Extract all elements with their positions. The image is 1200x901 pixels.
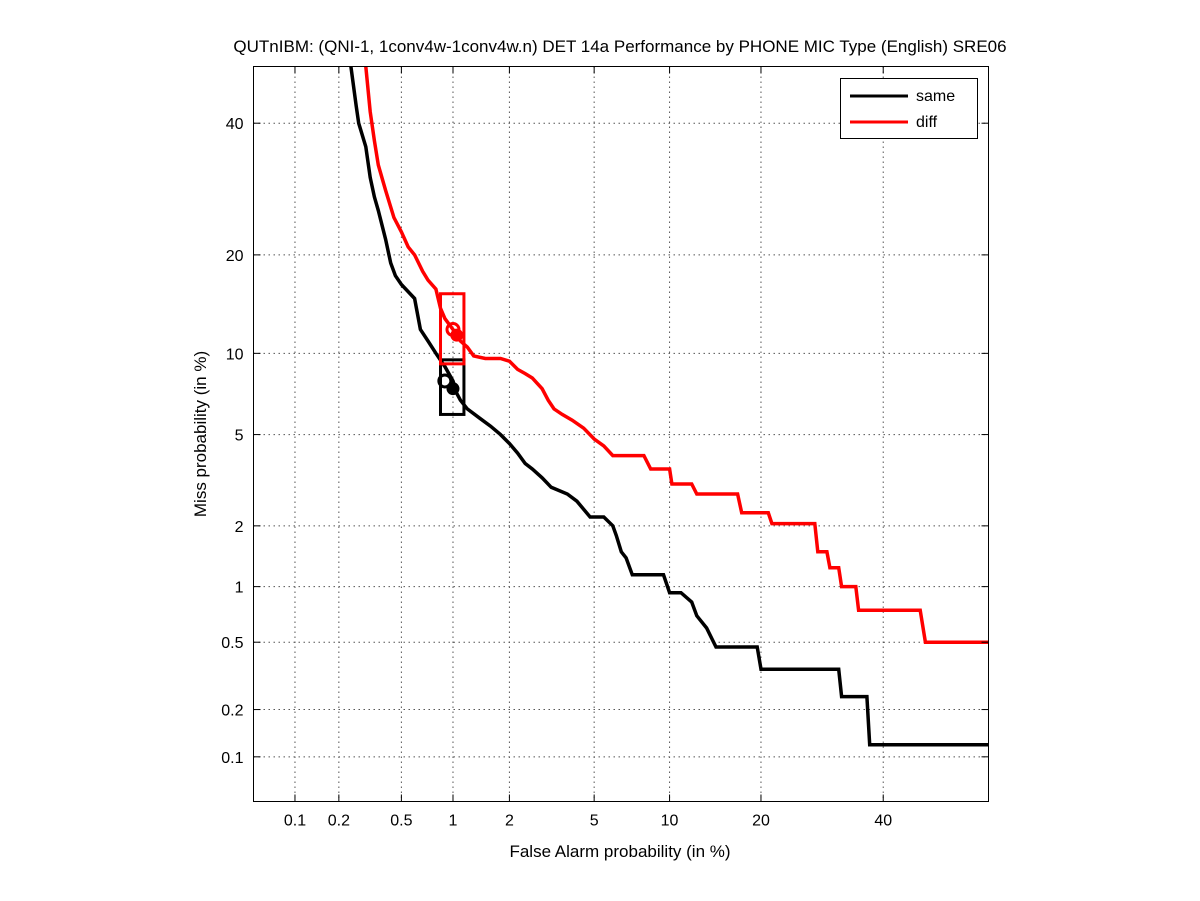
y-tick-label: 10: [226, 346, 244, 363]
chart-title: QUTnIBM: (QNI-1, 1conv4w-1conv4w.n) DET …: [233, 37, 1006, 56]
x-tick-label: 0.5: [390, 813, 412, 830]
x-tick-label: 10: [661, 813, 679, 830]
legend-box: [840, 78, 978, 139]
legend-label-diff: diff: [916, 114, 938, 131]
series-line-diff: [364, 66, 989, 644]
x-tick-label: 0.2: [328, 813, 350, 830]
x-tick-label: 20: [752, 813, 770, 830]
y-tick-label: 5: [235, 428, 244, 445]
confidence-box-diff: [439, 292, 466, 366]
y-axis-label: Miss probability (in %): [191, 351, 210, 517]
x-tick-label: 1: [449, 813, 458, 830]
y-tick-label: 0.2: [221, 703, 243, 720]
y-tick-label: 2: [235, 519, 244, 536]
x-axis-label: False Alarm probability (in %): [509, 842, 730, 861]
x-tick-label: 5: [590, 813, 599, 830]
operating-point-same: [446, 382, 460, 396]
series-group: [349, 66, 989, 747]
y-tick-label: 1: [235, 580, 244, 597]
x-tick-label: 0.1: [284, 813, 306, 830]
operating-point-diff: [450, 328, 464, 342]
confidence-box-same: [439, 358, 466, 416]
plot-area: [349, 66, 989, 747]
grid-lines: [253, 66, 989, 802]
y-tick-label: 0.1: [221, 750, 243, 767]
x-tick-label: 40: [874, 813, 892, 830]
legend-label-same: same: [916, 88, 955, 105]
x-tick-label: 2: [505, 813, 514, 830]
operating-point-same: [437, 373, 453, 389]
y-tick-label: 0.5: [221, 635, 243, 652]
legend: same diff: [840, 78, 978, 139]
tick-labels: 0.1 0.2 0.5 1 2 5 10 20 40 0.1 0.2 0.5 1 2 5 10 20 40: [221, 66, 989, 830]
y-tick-label: 20: [226, 248, 244, 265]
plot-frame: [253, 66, 989, 802]
y-tick-label: 40: [226, 116, 244, 133]
series-line-same: [349, 66, 989, 747]
